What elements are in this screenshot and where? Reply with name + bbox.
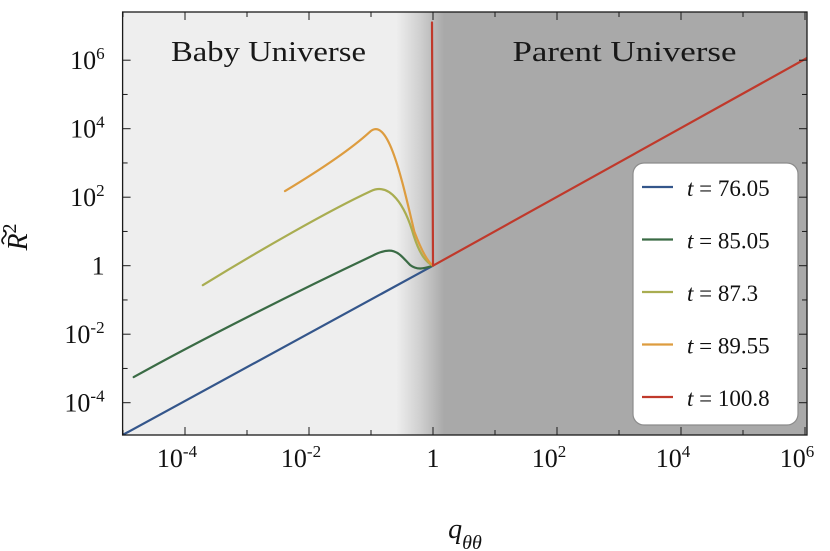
svg-text:106: 106 [70, 44, 105, 75]
svg-text:104: 104 [656, 442, 691, 473]
svg-text:106: 106 [780, 442, 815, 473]
svg-text:t = 85.05: t = 85.05 [687, 229, 770, 254]
svg-text:Parent Universe: Parent Universe [513, 36, 737, 68]
svg-text:t = 87.3: t = 87.3 [687, 281, 758, 306]
svg-text:Baby Universe: Baby Universe [171, 36, 366, 68]
svg-text:10-2: 10-2 [281, 442, 321, 473]
svg-text:R2: R2 [0, 223, 34, 251]
svg-text:t = 100.8: t = 100.8 [687, 386, 770, 411]
svg-text:t = 89.55: t = 89.55 [687, 334, 770, 359]
svg-text:1: 1 [92, 252, 105, 281]
svg-text:102: 102 [532, 442, 567, 473]
svg-text:qθθ: qθθ [448, 514, 482, 551]
svg-text:t = 76.05: t = 76.05 [687, 176, 770, 201]
svg-text:10-2: 10-2 [64, 318, 104, 349]
svg-text:104: 104 [70, 113, 105, 144]
svg-text:10-4: 10-4 [157, 442, 198, 473]
svg-text:102: 102 [70, 181, 105, 212]
svg-text:10-4: 10-4 [64, 387, 105, 418]
svg-text:1: 1 [427, 444, 440, 473]
